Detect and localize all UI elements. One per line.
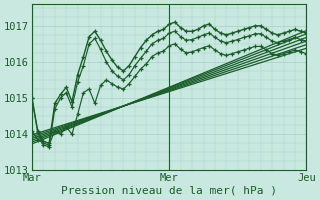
X-axis label: Pression niveau de la mer( hPa ): Pression niveau de la mer( hPa ) (61, 186, 277, 196)
